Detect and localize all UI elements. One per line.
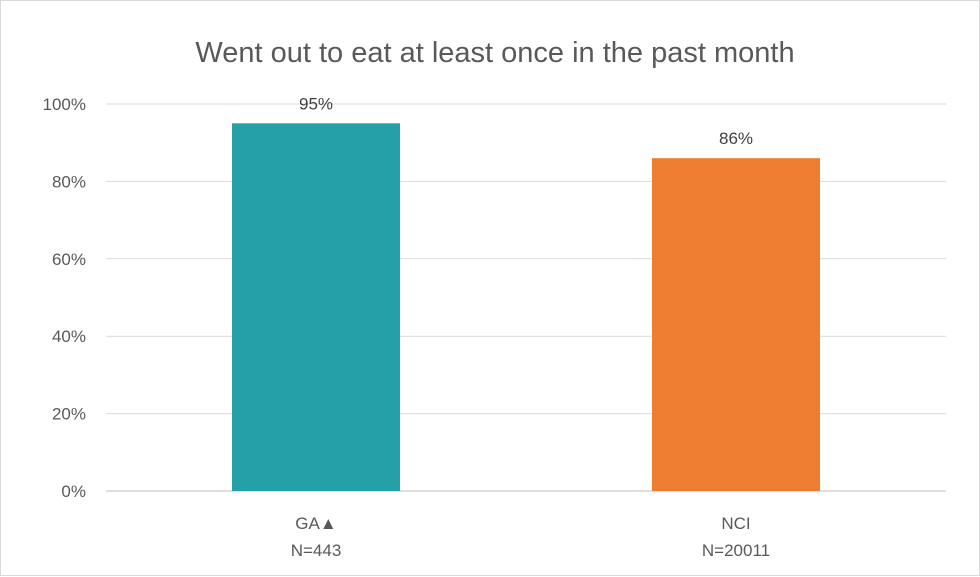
bar-1 [232,123,400,491]
category-n-label: N=20011 [702,541,770,560]
data-label: 95% [299,94,333,113]
category-label: NCI [721,514,750,533]
y-tick-label: 40% [52,327,86,346]
y-tick-label: 0% [61,482,86,501]
data-labels: 95% 86% [299,94,753,148]
category-n-label: N=443 [291,541,342,560]
y-tick-label: 60% [52,250,86,269]
chart-title: Went out to eat at least once in the pas… [195,37,794,69]
category-label: GA▲ [295,514,336,533]
y-axis-ticks: 0% 20% 40% 60% 80% 100% [43,95,86,501]
y-tick-label: 100% [43,95,86,114]
bar-2 [652,158,820,491]
y-tick-label: 20% [52,405,86,424]
y-tick-label: 80% [52,172,86,191]
data-label: 86% [719,129,753,148]
bars [232,123,820,491]
x-axis-categories: GA▲ N=443 NCI N=20011 [291,514,770,560]
